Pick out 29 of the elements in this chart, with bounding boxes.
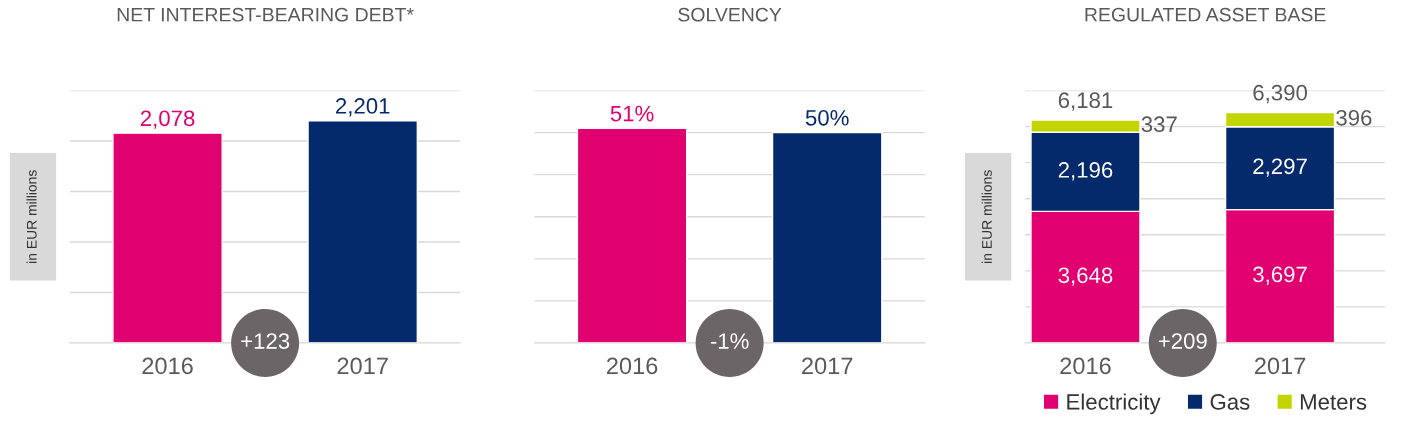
legend-label: Electricity	[1067, 393, 1161, 415]
data-label: 396	[1336, 109, 1372, 126]
x-tick-label: 2016	[142, 357, 193, 375]
y-axis-title: in EUR millions	[981, 170, 992, 263]
data-label: 2,078	[140, 110, 195, 129]
data-label: 3,697	[1253, 266, 1307, 285]
legend-label: Gas	[1210, 394, 1250, 410]
chart-title: REGULATED ASSET BASE	[1085, 7, 1326, 22]
data-label: 337	[1141, 116, 1177, 133]
chart-title: NET INTEREST-BEARING DEBT*	[117, 7, 414, 22]
annotation: +209	[1158, 333, 1207, 349]
total-label: 6,390	[1253, 84, 1308, 104]
x-tick-label: 2017	[1255, 357, 1306, 375]
legend-label: Meters	[1300, 394, 1367, 410]
total-label: 6,181	[1058, 92, 1113, 111]
data-label: 51%	[610, 105, 654, 122]
data-label: 2,297	[1253, 158, 1307, 177]
annotation: +123	[241, 333, 290, 349]
x-tick-label: 2017	[337, 357, 388, 375]
x-tick-label: 2016	[1060, 357, 1111, 375]
annotation: -1%	[710, 333, 749, 349]
y-axis-title: in EUR millions	[26, 170, 37, 263]
data-label: 50%	[805, 109, 849, 126]
data-label: 2,196	[1058, 162, 1113, 181]
x-tick-label: 2017	[802, 357, 853, 375]
x-tick-label: 2016	[606, 357, 658, 375]
data-label: 3,648	[1058, 267, 1113, 286]
chart-title: SOLVENCY	[678, 7, 782, 22]
data-label: 2,201	[336, 98, 390, 117]
